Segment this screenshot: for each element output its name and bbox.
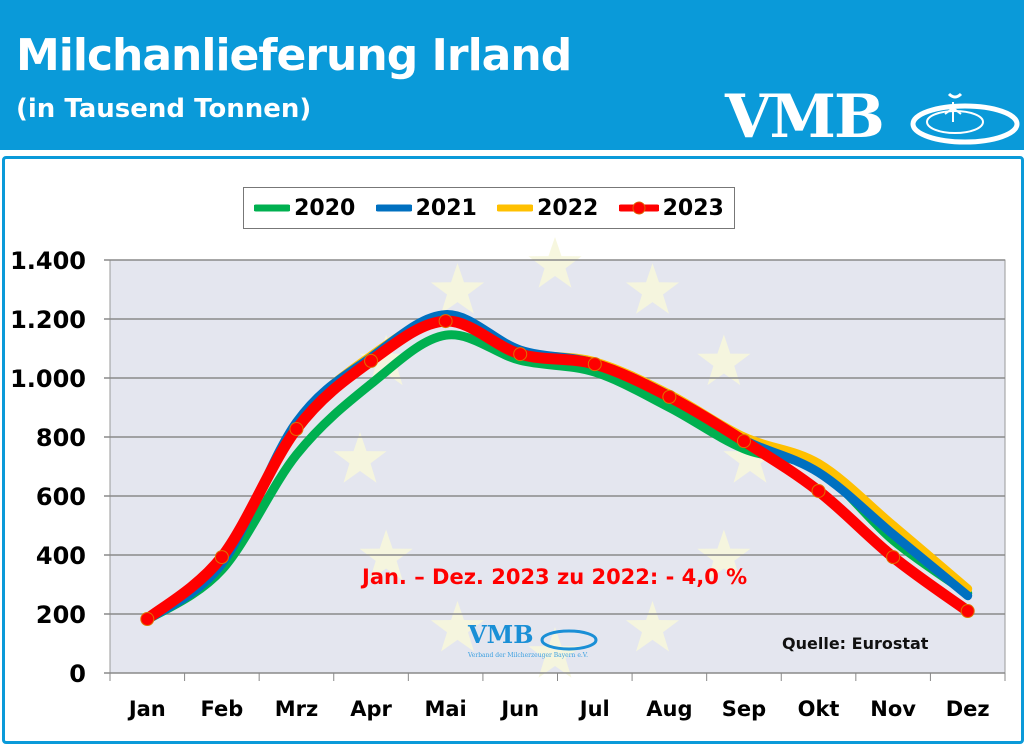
legend-item-2020: 2020 (254, 195, 356, 221)
x-tick-label: Jan (127, 697, 166, 721)
data-point-2023 (960, 604, 975, 619)
data-point-2023 (364, 353, 379, 368)
x-tick-label: Mai (424, 697, 466, 721)
chart-subtitle: (in Tausend Tonnen) (16, 94, 312, 124)
star-icon (528, 237, 582, 288)
x-tick-label: Jul (578, 697, 610, 721)
y-tick-label: 600 (36, 483, 86, 511)
legend-item-2023: 2023 (618, 196, 724, 221)
data-point-2023 (140, 612, 155, 627)
data-point-2023 (438, 314, 453, 329)
y-tick-label: 1.400 (10, 247, 86, 275)
x-tick-label: Apr (350, 697, 392, 721)
vmb-watermark: VMB Verband der Milcherzeuger Bayern e.V… (468, 620, 599, 659)
data-point-2023 (662, 389, 677, 404)
plot-background (109, 259, 1006, 674)
data-point-2023 (289, 422, 304, 437)
x-tick-label: Feb (200, 697, 243, 721)
source-note: Quelle: Eurostat (782, 634, 929, 653)
x-tick-label: Jun (499, 697, 539, 721)
x-tick-label: Dez (946, 697, 990, 721)
data-point-2023 (214, 550, 229, 565)
star-icon (430, 600, 485, 652)
y-tick-label: 200 (36, 601, 86, 629)
legend: 2020 2021 2022 2023 (243, 187, 735, 229)
y-tick-label: 800 (36, 424, 86, 452)
legend-item-2021: 2021 (375, 195, 477, 221)
logo-text: VMB (725, 82, 885, 152)
star-icon (625, 600, 680, 652)
watermark-swirl-icon (540, 629, 598, 650)
x-tick-label: Okt (798, 697, 840, 721)
y-tick-label: 0 (69, 660, 86, 688)
annotation: Jan. – Dez. 2023 zu 2022: - 4,0 % (362, 565, 748, 589)
x-tick-label: Sep (722, 697, 766, 721)
y-tick-label: 1.000 (10, 365, 86, 393)
eu-stars-watermark (333, 237, 777, 678)
x-tick-label: Mrz (275, 697, 318, 721)
x-tick-label: Nov (870, 697, 916, 721)
logo-swirl-icon (910, 92, 1020, 145)
data-point-2023 (513, 347, 528, 362)
y-tick-label: 1.200 (10, 306, 86, 334)
star-icon (723, 432, 777, 483)
y-tick-label: 400 (36, 542, 86, 570)
x-tick-label: Aug (646, 697, 692, 721)
star-icon (528, 627, 582, 678)
header-banner: Milchanlieferung Irland (in Tausend Tonn… (0, 0, 1024, 152)
data-point-2023 (587, 357, 602, 372)
star-icon (625, 263, 680, 314)
data-point-2023 (811, 483, 826, 498)
star-icon (697, 334, 751, 386)
star-icon (333, 432, 387, 483)
star-icon (430, 263, 485, 314)
data-point-2023 (736, 434, 751, 449)
chart-title: Milchanlieferung Irland (16, 30, 572, 81)
star-icon (359, 334, 413, 386)
legend-item-2022: 2022 (497, 195, 599, 221)
data-point-2023 (886, 550, 901, 565)
